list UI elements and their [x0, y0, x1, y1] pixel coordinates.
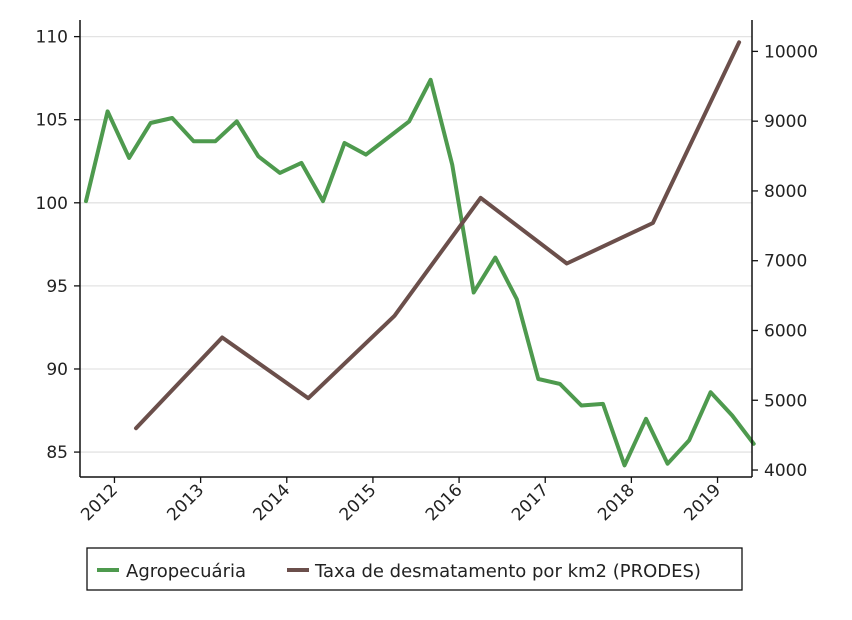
- series-line-agropecuaria: [84, 77, 756, 468]
- left-y-tick-label: 90: [46, 360, 68, 380]
- legend-label: Taxa de desmatamento por km2 (PRODES): [314, 561, 701, 582]
- right-y-tick-label: 10000: [764, 42, 818, 62]
- x-axis-ticks: 2012 2013 2014 2015 2016 2017 2018 2019: [77, 477, 725, 525]
- right-y-tick-label: 8000: [764, 182, 807, 202]
- right-y-tick-label: 4000: [764, 461, 807, 481]
- right-y-tick-label: 7000: [764, 252, 807, 272]
- x-tick-label: 2019: [680, 480, 725, 525]
- left-y-tick-label: 110: [36, 28, 68, 48]
- left-y-tick-label: 85: [46, 443, 68, 463]
- left-y-axis-ticks: 85 90 95 100 105 110: [36, 28, 80, 463]
- legend: Agropecuária Taxa de desmatamento por km2…: [86, 547, 743, 591]
- left-y-tick-label: 95: [46, 277, 68, 297]
- legend-label: Agropecuária: [126, 561, 246, 582]
- x-tick-label: 2013: [163, 480, 208, 525]
- right-y-axis-ticks: 4000 5000 6000 7000 8000 9000 10000: [752, 42, 818, 481]
- gridlines: [80, 35, 752, 453]
- series-line-desmatamento: [134, 40, 742, 431]
- x-tick-label: 2012: [77, 480, 122, 525]
- series-layer: [84, 40, 756, 468]
- x-tick-label: 2018: [594, 480, 639, 525]
- right-y-tick-label: 6000: [764, 321, 807, 341]
- left-y-tick-label: 105: [36, 111, 68, 131]
- legend-box: [86, 547, 743, 591]
- x-tick-label: 2014: [250, 480, 295, 525]
- x-tick-label: 2016: [422, 480, 467, 525]
- right-y-tick-label: 9000: [764, 112, 807, 132]
- x-tick-label: 2017: [508, 480, 553, 525]
- axes: [79, 20, 753, 478]
- x-tick-label: 2015: [336, 480, 381, 525]
- right-y-tick-label: 5000: [764, 391, 807, 411]
- left-y-tick-label: 100: [36, 194, 68, 214]
